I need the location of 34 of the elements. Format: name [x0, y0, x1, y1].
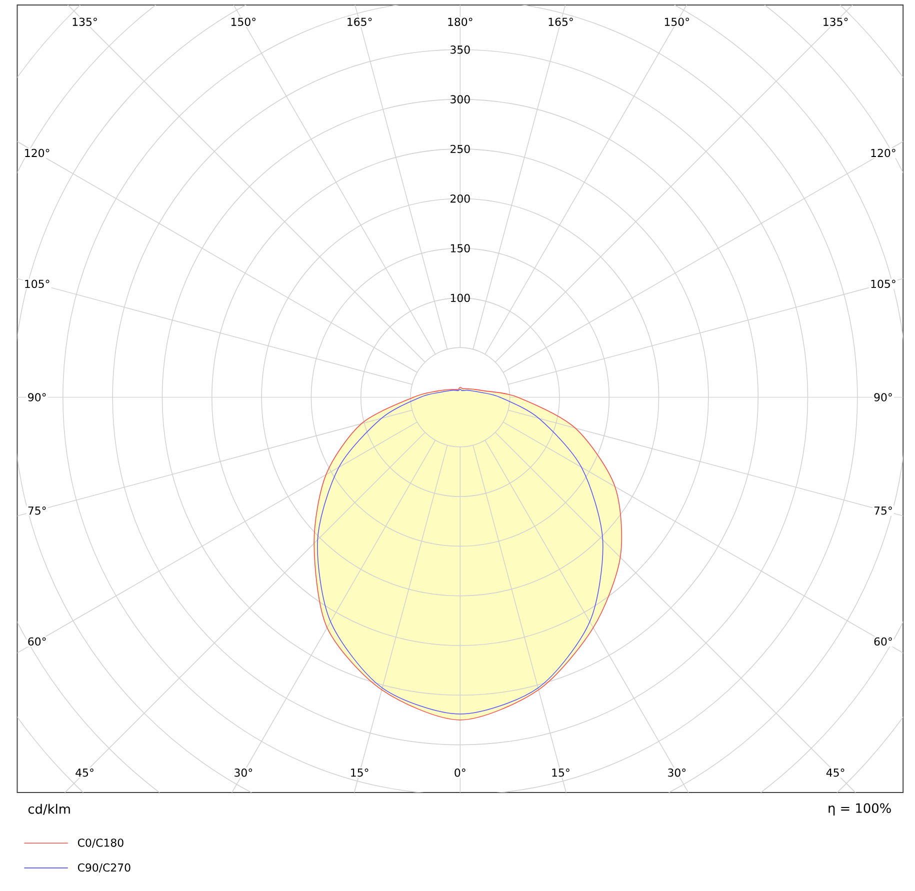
spoke-label: 60°: [28, 637, 46, 646]
spoke-label: 165°: [548, 18, 573, 26]
spoke-label: 60°: [874, 637, 892, 646]
spoke-label: 15°: [552, 768, 570, 777]
spoke-label: 30°: [234, 768, 252, 777]
spoke-label: 105°: [871, 280, 896, 288]
text: cd/klm: [28, 804, 70, 815]
spoke-label: 180°: [448, 18, 472, 26]
spoke-label: 135°: [824, 18, 848, 26]
spoke-label: 165°: [348, 18, 372, 26]
spoke-label: 90°: [28, 393, 46, 402]
spoke-label: 75°: [28, 506, 46, 515]
legend-label: C0/C180: [78, 838, 124, 848]
spoke-label: 90°: [874, 393, 892, 402]
text: η = 100%: [828, 803, 891, 816]
y-tick-label: 100: [450, 294, 470, 302]
spoke-label: 30°: [668, 768, 686, 777]
spoke-label: 150°: [664, 18, 690, 26]
y-tick-label: 150: [450, 244, 470, 252]
spoke-label: 45°: [76, 768, 94, 777]
spoke-label: 120°: [25, 148, 50, 158]
legend-label: C90/C270: [78, 863, 130, 873]
y-tick-label: 200: [450, 194, 470, 203]
spoke-label: 105°: [25, 280, 50, 288]
spoke-label: 135°: [72, 18, 97, 26]
y-tick-label: 300: [450, 95, 470, 104]
spoke-label: 45°: [826, 768, 844, 777]
spoke-label: 15°: [351, 768, 368, 777]
spoke-label: 150°: [231, 18, 256, 26]
spoke-label: 120°: [871, 148, 896, 158]
y-tick-label: 250: [450, 144, 470, 154]
spoke-label: 0°: [454, 768, 466, 777]
y-tick-label: 350: [450, 46, 470, 54]
spoke-label: 75°: [874, 506, 892, 515]
